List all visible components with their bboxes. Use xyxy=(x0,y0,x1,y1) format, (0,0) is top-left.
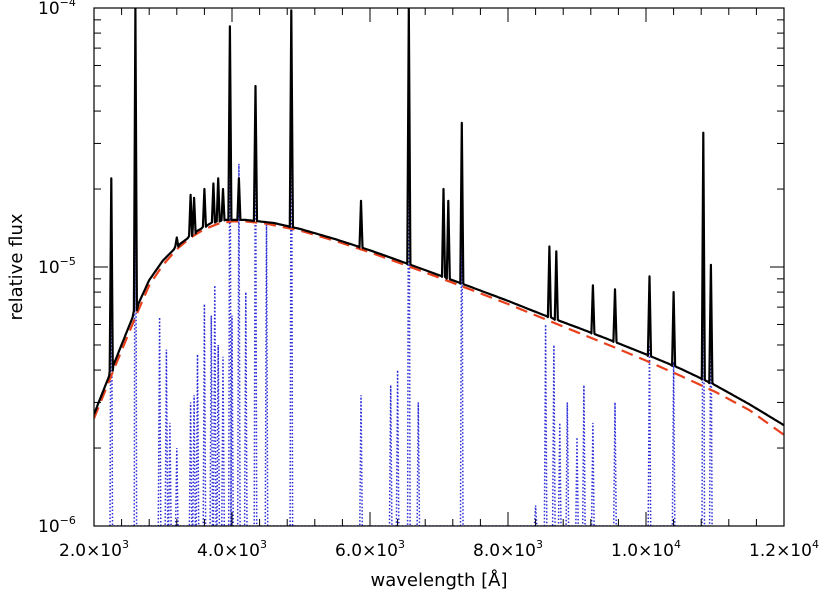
axis-ticks: 2.0×103 4.0×103 6.0×103 8.0×103 1.0×104 1.2×1… xyxy=(38,0,819,561)
plot-area xyxy=(94,8,784,526)
x-tick-label: 6.0×103 xyxy=(335,538,405,561)
y-tick-label: 10−6 xyxy=(38,514,76,537)
series-dotted-line xyxy=(109,8,713,526)
series-dashed-line xyxy=(94,220,784,436)
plot-frame xyxy=(93,7,785,527)
y-tick-label: 10−5 xyxy=(38,255,76,278)
x-tick-label: 1.0×104 xyxy=(611,538,681,561)
y-tick-label: 10−4 xyxy=(38,0,76,19)
series-solid-line xyxy=(94,8,784,427)
x-tick-label: 4.0×103 xyxy=(197,538,267,561)
x-tick-label: 8.0×103 xyxy=(473,538,543,561)
x-tick-label: 2.0×103 xyxy=(59,538,129,561)
x-tick-label: 1.2×104 xyxy=(749,538,819,561)
y-axis-label: relative flux xyxy=(6,213,27,320)
x-axis-label: wavelength [Å] xyxy=(371,569,508,591)
